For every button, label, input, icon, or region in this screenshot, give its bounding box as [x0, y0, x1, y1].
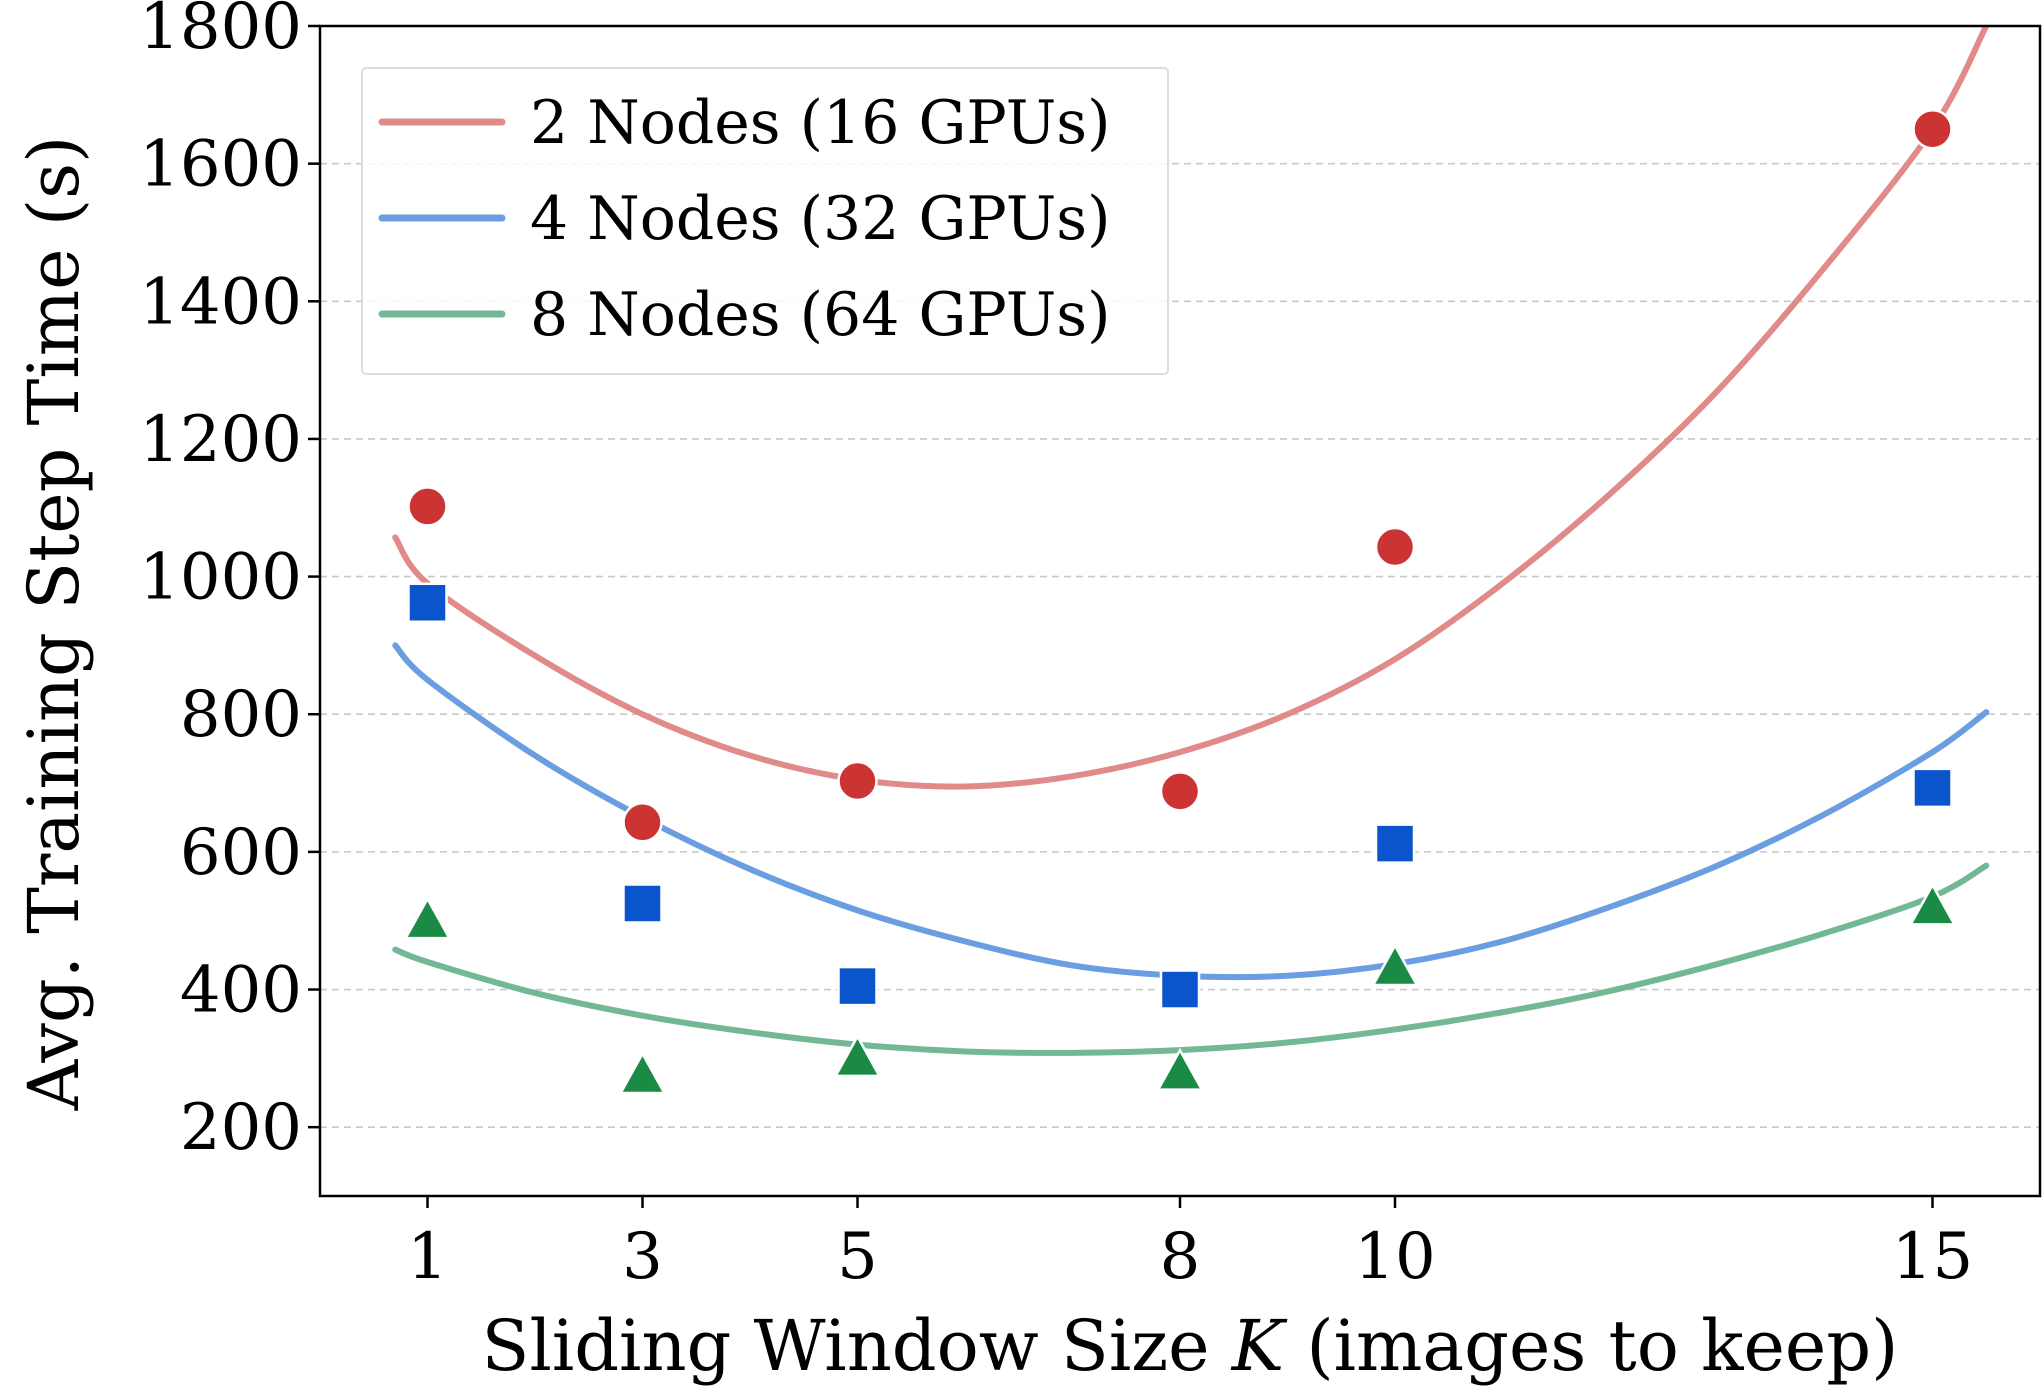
data-point-series-2	[407, 582, 448, 623]
data-point-series-3	[833, 1033, 882, 1078]
y-tick-label: 200	[180, 1091, 302, 1165]
x-tick-label: 15	[1892, 1220, 1973, 1294]
y-tick-label: 1000	[139, 541, 302, 615]
data-point-series-2	[622, 883, 663, 924]
legend: 2 Nodes (16 GPUs) 4 Nodes (32 GPUs) 8 Node…	[361, 67, 1169, 375]
x-axis-label: Sliding Window Size K (images to keep)	[482, 1305, 1899, 1387]
fit-curve-series-1	[392, 26, 1990, 790]
y-axis-label: Avg. Training Step Time (s)	[13, 136, 95, 1112]
x-tick-label: 8	[1160, 1220, 1201, 1294]
data-point-series-3	[403, 896, 452, 940]
data-point-series-1	[837, 760, 878, 802]
y-tick-label: 800	[180, 678, 302, 752]
data-point-series-3	[1908, 882, 1957, 926]
x-tick-label: 5	[837, 1220, 878, 1294]
y-tick-label: 400	[180, 954, 302, 1028]
y-tick-label: 1400	[139, 265, 302, 339]
data-point-series-1	[407, 486, 448, 527]
data-point-series-3	[1156, 1047, 1204, 1091]
data-point-series-1	[1912, 108, 1953, 150]
data-point-series-2	[837, 965, 878, 1007]
x-tick-label: 1	[407, 1220, 448, 1294]
x-tick-label: 10	[1354, 1220, 1435, 1294]
data-point-series-1	[622, 802, 663, 843]
data-point-series-1	[1159, 771, 1201, 812]
legend-label-series-1: 2 Nodes (16 GPUs)	[530, 88, 1111, 158]
y-tick-label: 600	[180, 816, 302, 890]
legend-label-series-3: 8 Nodes (64 GPUs)	[530, 280, 1111, 350]
data-point-series-2	[1912, 767, 1953, 809]
y-tick-label: 1800	[139, 0, 302, 64]
x-tick-label: 3	[622, 1220, 663, 1294]
data-point-series-1	[1374, 526, 1416, 568]
data-markers	[403, 108, 1957, 1095]
y-tick-label: 1200	[139, 403, 302, 477]
data-point-series-2	[1159, 969, 1201, 1010]
y-tick-label: 1600	[139, 128, 302, 202]
data-point-series-2	[1374, 823, 1416, 864]
data-point-series-3	[1371, 943, 1419, 987]
legend-box	[361, 67, 1169, 375]
legend-label-series-2: 4 Nodes (32 GPUs)	[530, 184, 1111, 254]
x-axis-ticks: 1 3 5 8 10 15	[407, 1196, 1973, 1294]
y-axis-ticks: 200 400 600 800 1000 1200 1400 1600 1800	[139, 0, 320, 1165]
data-point-series-3	[618, 1051, 667, 1095]
